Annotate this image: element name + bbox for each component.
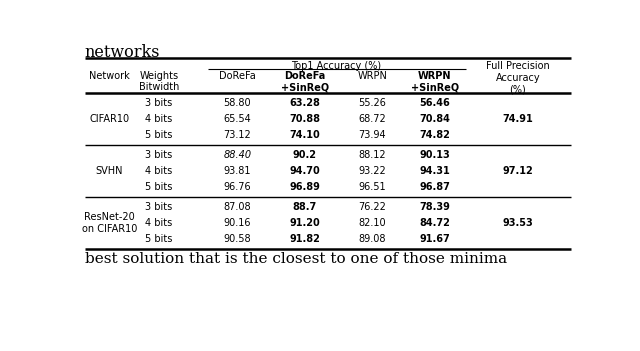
Text: 93.22: 93.22 (358, 166, 386, 176)
Text: 5 bits: 5 bits (145, 234, 173, 244)
Text: 70.88: 70.88 (289, 114, 320, 124)
Text: DoReFa
+SinReQ: DoReFa +SinReQ (281, 71, 329, 92)
Text: 73.94: 73.94 (358, 130, 386, 140)
Text: 88.40: 88.40 (223, 150, 252, 160)
Text: 96.87: 96.87 (419, 182, 451, 192)
Text: SVHN: SVHN (96, 166, 123, 176)
Text: 82.10: 82.10 (358, 218, 386, 228)
Text: 4 bits: 4 bits (145, 114, 173, 124)
Text: 74.10: 74.10 (289, 130, 320, 140)
Text: 88.7: 88.7 (292, 202, 317, 212)
Text: 91.67: 91.67 (420, 234, 451, 244)
Text: Top1 Accuracy (%): Top1 Accuracy (%) (291, 61, 381, 71)
Text: 58.80: 58.80 (223, 98, 251, 108)
Text: 78.39: 78.39 (419, 202, 451, 212)
Text: 91.20: 91.20 (289, 218, 320, 228)
Text: WRPN
+SinReQ: WRPN +SinReQ (411, 71, 459, 92)
Text: 56.46: 56.46 (420, 98, 451, 108)
Text: 96.89: 96.89 (289, 182, 320, 192)
Text: 5 bits: 5 bits (145, 182, 173, 192)
Text: Full Precision
Accuracy
(%): Full Precision Accuracy (%) (486, 61, 550, 94)
Text: 63.28: 63.28 (289, 98, 320, 108)
Text: 74.91: 74.91 (502, 114, 533, 124)
Text: 94.70: 94.70 (289, 166, 320, 176)
Text: 70.84: 70.84 (419, 114, 451, 124)
Text: 84.72: 84.72 (419, 218, 451, 228)
Text: 90.16: 90.16 (223, 218, 251, 228)
Text: 90.2: 90.2 (292, 150, 317, 160)
Text: 93.53: 93.53 (502, 218, 533, 228)
Text: 55.26: 55.26 (358, 98, 386, 108)
Text: 94.31: 94.31 (420, 166, 451, 176)
Text: 93.81: 93.81 (223, 166, 251, 176)
Text: best solution that is the closest to one of those minima: best solution that is the closest to one… (84, 252, 507, 266)
Text: 65.54: 65.54 (223, 114, 252, 124)
Text: 89.08: 89.08 (358, 234, 386, 244)
Text: 4 bits: 4 bits (145, 218, 173, 228)
Text: DoReFa: DoReFa (219, 71, 256, 81)
Text: 90.58: 90.58 (223, 234, 251, 244)
Text: 5 bits: 5 bits (145, 130, 173, 140)
Text: Network: Network (89, 71, 130, 81)
Text: ResNet-20
on CIFAR10: ResNet-20 on CIFAR10 (82, 212, 137, 234)
Text: 68.72: 68.72 (358, 114, 386, 124)
Text: 4 bits: 4 bits (145, 166, 173, 176)
Text: 91.82: 91.82 (289, 234, 320, 244)
Text: 96.76: 96.76 (223, 182, 251, 192)
Text: 87.08: 87.08 (223, 202, 251, 212)
Text: 76.22: 76.22 (358, 202, 386, 212)
Text: Weights
Bitwidth: Weights Bitwidth (139, 71, 179, 92)
Text: 97.12: 97.12 (502, 166, 533, 176)
Text: 3 bits: 3 bits (145, 150, 173, 160)
Text: 3 bits: 3 bits (145, 202, 173, 212)
Text: CIFAR10: CIFAR10 (90, 114, 129, 124)
Text: 3 bits: 3 bits (145, 98, 173, 108)
Text: networks: networks (84, 45, 160, 61)
Text: 90.13: 90.13 (420, 150, 451, 160)
Text: 96.51: 96.51 (358, 182, 386, 192)
Text: 73.12: 73.12 (223, 130, 252, 140)
Text: 74.82: 74.82 (419, 130, 451, 140)
Text: 88.12: 88.12 (358, 150, 386, 160)
Text: WRPN: WRPN (357, 71, 387, 81)
